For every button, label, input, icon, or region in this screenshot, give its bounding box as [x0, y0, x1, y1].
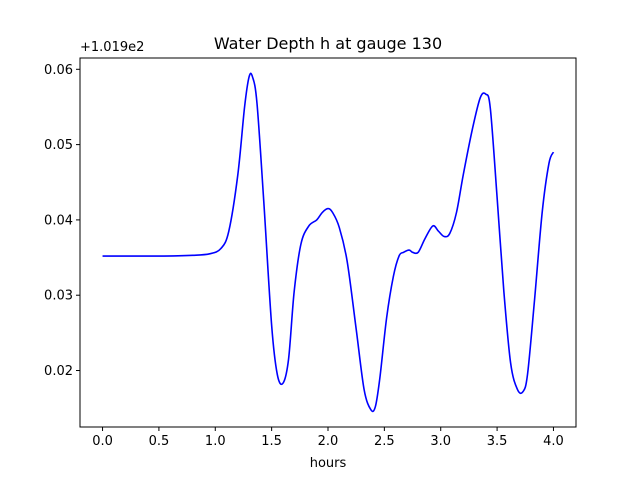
- x-axis-label: hours: [310, 456, 347, 471]
- x-tick-label: 2.5: [374, 434, 395, 449]
- x-tick-label: 1.0: [205, 434, 226, 449]
- y-tick-label: 0.05: [44, 138, 73, 153]
- y-tick-label: 0.06: [44, 63, 73, 78]
- x-tick-label: 1.5: [261, 434, 282, 449]
- x-tick-label: 3.0: [430, 434, 451, 449]
- y-tick-label: 0.02: [44, 364, 73, 379]
- x-tick-label: 4.0: [543, 434, 564, 449]
- ticks-layer: 0.0 0.5 1.0 1.5 2.0 2.5 3.0 3.5 4.0 0.02 0.03 0.04 0…: [44, 63, 564, 449]
- y-offset-label: +1.019e2: [80, 40, 144, 55]
- chart-title: Water Depth h at gauge 130: [214, 34, 442, 53]
- y-tick-label: 0.04: [44, 213, 73, 228]
- series-line: [102, 72, 555, 413]
- x-tick-label: 2.0: [318, 434, 339, 449]
- y-tick-label: 0.03: [44, 289, 73, 304]
- x-tick-label: 0.5: [149, 434, 170, 449]
- x-tick-label: 0.0: [92, 434, 113, 449]
- series-layer: [102, 72, 555, 413]
- x-tick-label: 3.5: [487, 434, 508, 449]
- plot-frame: [79, 57, 577, 428]
